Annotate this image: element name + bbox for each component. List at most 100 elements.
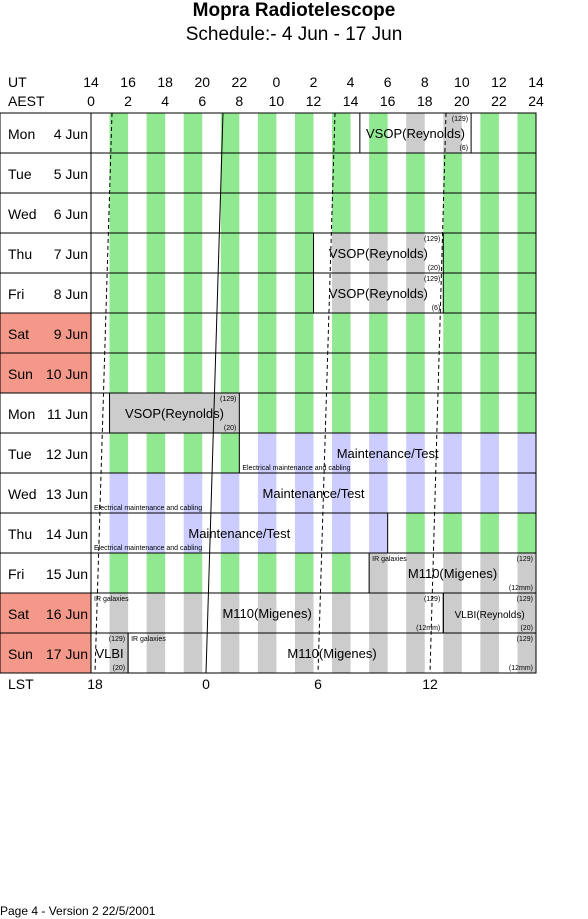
booking-note: (6)	[460, 145, 469, 152]
hour-stripe	[146, 193, 166, 233]
hour-stripe	[332, 113, 351, 153]
hour-stripe	[332, 313, 351, 353]
booking-note: Electrical maintenance and cabling	[94, 545, 202, 552]
booking-label: M110(Migenes)	[408, 566, 497, 581]
hour-stripe	[369, 393, 388, 433]
hour-stripe	[294, 233, 314, 273]
lst-12-line	[429, 112, 447, 674]
version-footer: Page 4 - Version 2 22/5/2001	[0, 904, 156, 918]
aest-tick-label: 0	[87, 93, 95, 109]
booking-note: (12mm)	[509, 665, 533, 672]
hour-stripe	[369, 473, 388, 513]
hour-stripe	[257, 553, 277, 593]
hour-stripe	[332, 233, 351, 273]
hour-stripe	[443, 553, 462, 593]
date-label: 16 Jun	[46, 606, 88, 622]
booking-note: (129)	[424, 276, 440, 283]
date-label: 15 Jun	[46, 566, 88, 582]
hour-stripe	[369, 553, 388, 593]
hour-stripe	[294, 473, 314, 513]
day-of-week-label: Sat	[8, 326, 29, 342]
hour-stripe	[257, 193, 277, 233]
hour-stripe	[369, 113, 388, 153]
hour-stripe	[257, 433, 277, 473]
hour-stripe	[220, 593, 240, 633]
booking-note: (129)	[452, 116, 468, 123]
booking-note: (129)	[220, 396, 236, 403]
hour-stripe	[257, 153, 277, 193]
hour-stripe	[294, 313, 314, 353]
hour-stripe	[443, 593, 462, 633]
hour-stripe	[146, 513, 166, 553]
hour-stripe	[146, 593, 166, 633]
hour-stripe	[517, 553, 536, 593]
hour-stripe	[517, 153, 536, 193]
hour-stripe	[294, 273, 314, 313]
aest-tick-label: 14	[342, 93, 359, 109]
hour-stripe	[369, 593, 388, 633]
ut-tick-label: 8	[420, 74, 429, 90]
ut-tick-label: 12	[491, 74, 507, 90]
hour-stripe	[369, 153, 388, 193]
booking-note: (12mm)	[416, 625, 440, 632]
hour-stripe	[517, 433, 536, 473]
ut-tick-label: 10	[454, 74, 470, 90]
booking-note: (129)	[517, 596, 533, 603]
lst-tick-label: 12	[422, 676, 438, 692]
hour-stripe	[109, 553, 129, 593]
hour-stripe	[332, 153, 351, 193]
lst-axis-label: LST	[8, 676, 34, 692]
aest-tick-label: 2	[124, 93, 132, 109]
hour-stripe	[480, 473, 499, 513]
hour-stripe	[183, 193, 203, 233]
hour-stripe	[109, 113, 129, 153]
hour-stripe	[517, 513, 536, 553]
hour-stripe	[406, 593, 425, 633]
hour-stripe	[480, 193, 499, 233]
hour-stripe	[369, 193, 388, 233]
hour-stripe	[294, 193, 314, 233]
booking-note: Electrical maintenance and cabling	[242, 465, 350, 472]
hour-stripe	[332, 593, 351, 633]
hour-stripe	[257, 393, 277, 433]
hour-stripe	[480, 393, 499, 433]
booking-note: Electrical maintenance and cabling	[94, 505, 202, 512]
hour-stripe	[443, 393, 462, 433]
hour-stripe	[294, 393, 314, 433]
hour-stripe	[480, 353, 499, 393]
hour-stripe	[406, 153, 425, 193]
lst-tick-label: 18	[87, 676, 103, 692]
lst-18-line	[94, 112, 113, 674]
booking-label: M110(Migenes)	[287, 646, 376, 661]
ut-tick-label: 14	[528, 74, 544, 90]
hour-stripe	[517, 633, 536, 673]
booking-label: M110(Migenes)	[222, 606, 311, 621]
ut-tick-label: 2	[309, 74, 318, 90]
ut-tick-label: 0	[272, 74, 281, 90]
hour-stripe	[517, 273, 536, 313]
hour-stripe	[220, 193, 240, 233]
hour-stripe	[183, 633, 203, 673]
hour-stripe	[480, 273, 499, 313]
hour-stripe	[406, 433, 425, 473]
booking-note: (20)	[113, 665, 125, 672]
hour-stripe	[517, 393, 536, 433]
hour-stripe	[146, 433, 166, 473]
hour-stripe	[220, 233, 240, 273]
booking-note: (20)	[521, 625, 533, 632]
hour-stripe	[294, 553, 314, 593]
hour-stripe	[406, 113, 425, 153]
hour-stripe	[406, 633, 425, 673]
ut-tick-label: 16	[120, 74, 136, 90]
day-of-week-label: Wed	[8, 206, 37, 222]
hour-stripe	[480, 433, 499, 473]
hour-stripe	[257, 513, 277, 553]
hour-stripe	[220, 473, 240, 513]
day-of-week-label: Sun	[8, 366, 33, 382]
booking-label: VSOP(Reynolds)	[366, 126, 465, 141]
hour-stripe	[332, 473, 351, 513]
hour-stripe	[146, 633, 166, 673]
hour-stripe	[183, 513, 203, 553]
lst-0-line	[205, 112, 224, 674]
